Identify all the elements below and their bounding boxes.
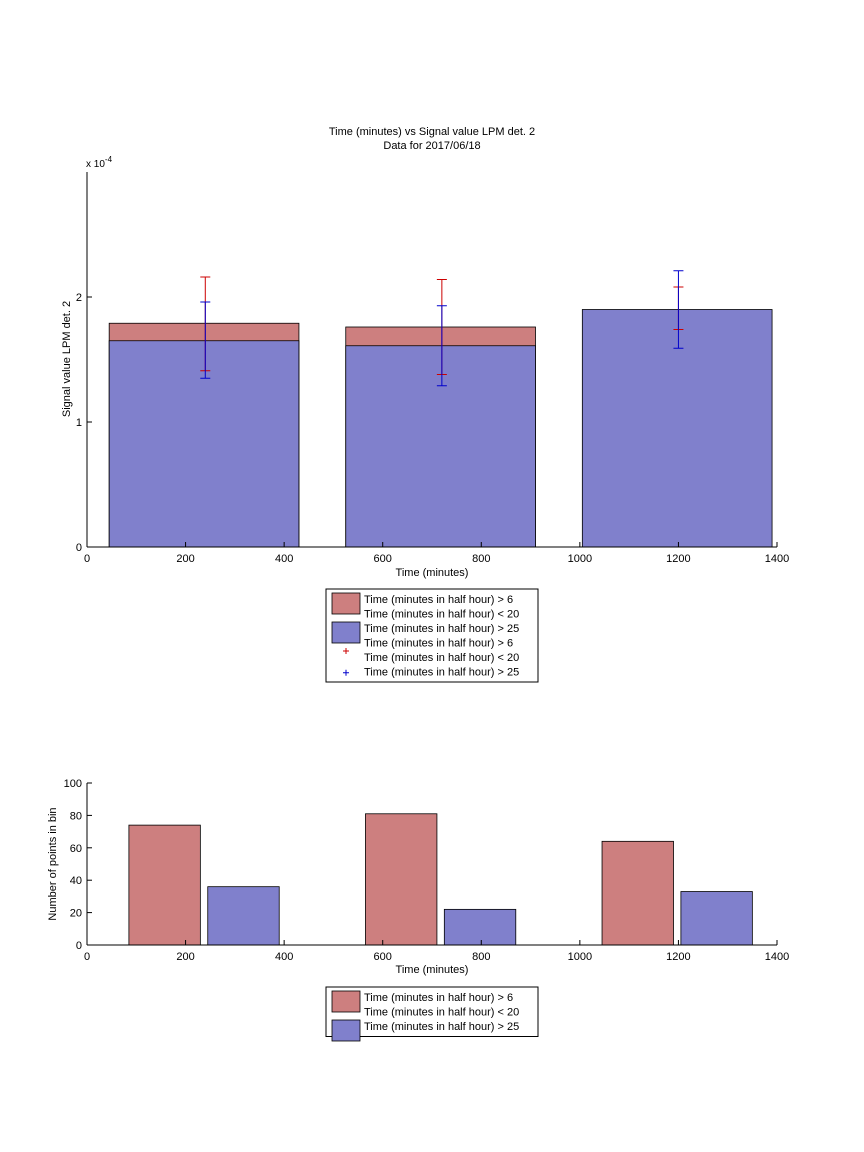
x-tick-label: 200 (176, 951, 194, 963)
chart-title: Time (minutes) vs Signal value LPM det. … (329, 126, 535, 138)
legend-label: Time (minutes in half hour) < 20 (364, 609, 519, 621)
x-tick-label: 1400 (765, 951, 789, 963)
legend-label: Time (minutes in half hour) > 25 (364, 1021, 519, 1033)
signal-legend: Time (minutes in half hour) > 6 Time (min… (325, 588, 539, 683)
signal-plot-area: 0 200 400 600 800 1000 1200 1400 0 1 2 (76, 172, 789, 565)
legend-label: Time (minutes in half hour) > 6 (364, 992, 513, 1004)
y-tick-label: 100 (64, 778, 82, 790)
x-tick-label: 800 (472, 951, 490, 963)
bar (680, 891, 753, 946)
x-tick-label: 200 (176, 553, 194, 565)
legend-label: Time (minutes in half hour) > 25 (364, 667, 519, 679)
y-exponent-label: x 10-4 (86, 155, 113, 170)
legend-label: Time (minutes in half hour) > 6 (364, 638, 513, 650)
legend-swatch (331, 621, 361, 644)
legend-swatch (331, 592, 361, 615)
legend-swatch (331, 990, 361, 1013)
signal-chart: Time (minutes) vs Signal value LPM det. … (61, 126, 789, 683)
legend-label: Time (minutes in half hour) > 6 (364, 594, 513, 606)
x-tick-label: 1000 (568, 553, 592, 565)
x-tick-label: 1200 (666, 951, 690, 963)
chart-subtitle: Data for 2017/06/18 (383, 140, 480, 152)
bar (365, 813, 438, 946)
x-tick-label: 600 (374, 553, 392, 565)
bar (108, 340, 300, 548)
x-tick-label: 400 (275, 553, 293, 565)
y-tick-label: 1 (76, 417, 82, 429)
x-tick-label: 800 (472, 553, 490, 565)
legend-label: Time (minutes in half hour) < 20 (364, 1007, 519, 1019)
legend-swatch (331, 1019, 361, 1042)
y-tick-label: 0 (76, 940, 82, 952)
bar (207, 886, 280, 946)
y-tick-label: 40 (70, 875, 82, 887)
bar (345, 345, 536, 548)
y-axis-label: Number of points in bin (47, 807, 59, 920)
y-tick-label: 20 (70, 908, 82, 920)
bar (128, 824, 201, 946)
y-tick-label: 80 (70, 810, 82, 822)
legend-box (325, 986, 539, 1037)
count-legend: Time (minutes in half hour) > 6 Time (min… (325, 986, 539, 1042)
x-axis-label: Time (minutes) (396, 964, 469, 976)
y-tick-label: 2 (76, 292, 82, 304)
legend-label: Time (minutes in half hour) > 25 (364, 623, 519, 635)
x-tick-label: 1000 (568, 951, 592, 963)
x-tick-label: 1400 (765, 553, 789, 565)
legend-label: Time (minutes in half hour) < 20 (364, 652, 519, 664)
count-chart: 0 200 400 600 800 1000 1200 1400 0 20 40 60 80 100 Ti… (47, 778, 790, 1042)
x-tick-label: 1200 (666, 553, 690, 565)
x-tick-label: 0 (84, 553, 90, 565)
legend-box (325, 588, 539, 683)
bar (601, 840, 674, 946)
y-axis-label: Signal value LPM det. 2 (61, 301, 73, 417)
y-tick-label: 60 (70, 843, 82, 855)
y-tick-label: 0 (76, 542, 82, 554)
x-tick-label: 600 (374, 951, 392, 963)
count-plot-area: 0 200 400 600 800 1000 1200 1400 0 20 40 60 80 100 (64, 778, 790, 963)
x-axis-label: Time (minutes) (396, 567, 469, 579)
bar (581, 309, 773, 548)
x-tick-label: 400 (275, 951, 293, 963)
x-tick-label: 0 (84, 951, 90, 963)
bar (443, 908, 517, 946)
